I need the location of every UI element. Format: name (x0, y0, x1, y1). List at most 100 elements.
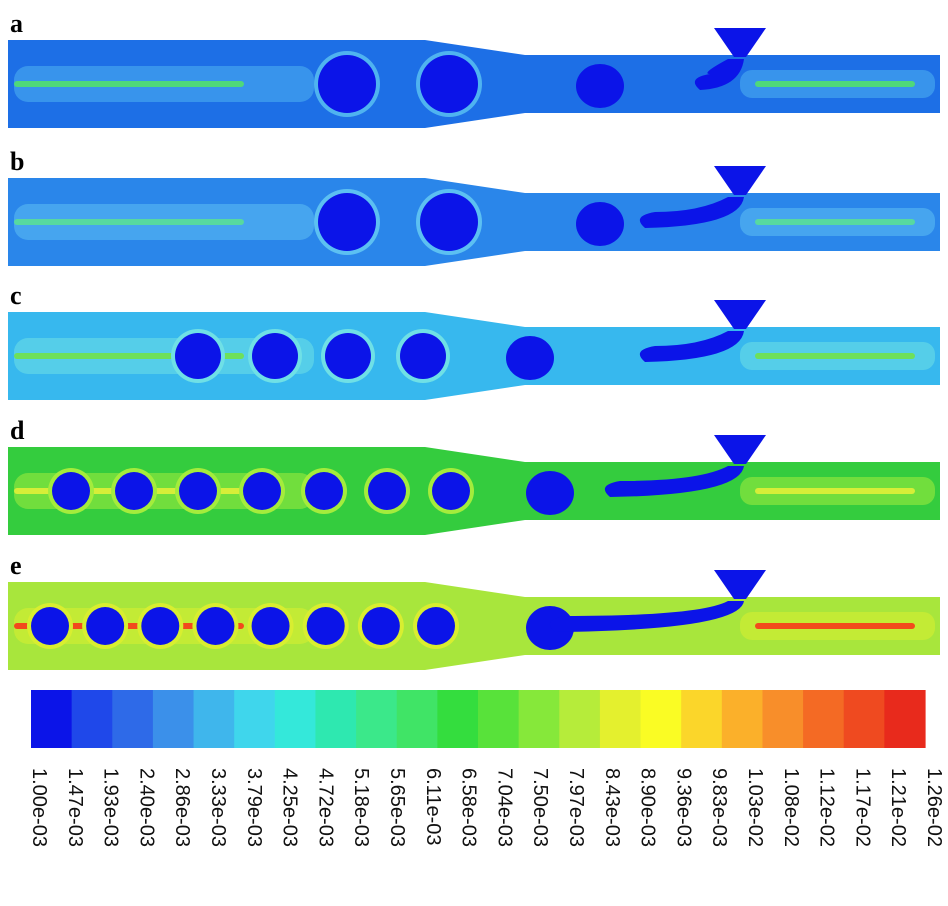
downstream-droplet-b (576, 202, 624, 246)
colorbar-label-2: 1.93e-03 (100, 768, 122, 847)
colorbar-label-22: 1.12e-02 (816, 768, 838, 847)
colorbar-label-17: 8.90e-03 (637, 768, 659, 847)
colorbar-label-9: 5.18e-03 (350, 768, 372, 847)
colorbar-swatch-0 (31, 690, 73, 748)
droplet-d-3 (243, 472, 281, 510)
droplet-e-5 (306, 607, 345, 645)
droplet-a-1 (420, 55, 478, 113)
colorbar-swatch-11 (478, 690, 520, 748)
colorbar-label-13: 7.04e-03 (493, 768, 515, 847)
droplet-c-0 (175, 333, 221, 379)
colorbar-swatch-15 (640, 690, 682, 748)
colorbar-swatch-7 (315, 690, 357, 748)
colorbar-label-21: 1.08e-02 (780, 768, 802, 847)
colorbar-swatch-20 (843, 690, 885, 748)
colorbar-swatch-4 (193, 690, 235, 748)
panel-b: b (8, 147, 940, 266)
colorbar-swatch-2 (112, 690, 154, 748)
droplet-c-2 (325, 333, 371, 379)
panel-label-d: d (10, 416, 25, 445)
droplet-d-5 (368, 472, 406, 510)
droplet-b-0 (318, 193, 376, 251)
droplet-c-1 (252, 333, 298, 379)
panel-label-a: a (10, 9, 23, 38)
colorbar-swatch-13 (559, 690, 601, 748)
colorbar-label-11: 6.11e-03 (422, 768, 444, 845)
colorbar-swatch-9 (396, 690, 438, 748)
colorbar-swatch-14 (599, 690, 642, 748)
colorbar-label-1: 1.47e-03 (64, 768, 86, 847)
downstream-droplet-d (526, 471, 574, 515)
colorbar-swatch-17 (721, 690, 764, 748)
side-inlet-e (714, 570, 766, 599)
panel-label-e: e (10, 551, 22, 580)
colorbar-labels: 1.00e-03 1.47e-03 1.93e-03 2.40e-03 2.86e-03… (28, 768, 945, 847)
colorbar-swatch-3 (152, 690, 195, 748)
droplet-e-2 (141, 607, 180, 645)
droplet-e-6 (361, 607, 400, 645)
liquid-thread-a (694, 59, 744, 90)
droplet-c-3 (400, 333, 446, 379)
colorbar-swatch-18 (762, 690, 804, 748)
droplet-e-4 (251, 607, 290, 645)
panel-e: e (8, 551, 940, 670)
panel-c: c (8, 281, 940, 400)
inlet-streak-a (14, 81, 244, 87)
colorbar (31, 690, 926, 748)
colorbar-label-14: 7.50e-03 (529, 768, 551, 847)
colorbar-label-19: 9.83e-03 (708, 768, 730, 847)
colorbar-swatch-12 (518, 690, 560, 748)
colorbar-label-3: 2.40e-03 (135, 768, 157, 847)
outlet-streak-a (755, 81, 915, 87)
outlet-streak-e (755, 623, 915, 629)
liquid-thread-d (604, 466, 744, 497)
side-inlet-d (714, 435, 766, 464)
liquid-thread-c (639, 331, 744, 362)
colorbar-label-8: 4.72e-03 (314, 768, 336, 847)
droplet-e-0 (31, 607, 69, 645)
panel-label-b: b (10, 147, 24, 176)
colorbar-label-15: 7.97e-03 (565, 768, 587, 847)
colorbar-label-20: 1.03e-02 (744, 768, 766, 847)
colorbar-label-5: 3.33e-03 (207, 768, 229, 847)
droplet-d-0 (52, 472, 90, 510)
panel-label-c: c (10, 281, 22, 310)
colorbar-swatch-21 (884, 690, 926, 748)
colorbar-label-16: 8.43e-03 (601, 768, 623, 847)
colorbar-label-0: 1.00e-03 (28, 768, 50, 847)
outlet-streak-b (755, 219, 915, 225)
liquid-thread-e (549, 601, 744, 632)
colorbar-label-25: 1.26e-02 (923, 768, 945, 847)
inlet-streak-b (14, 219, 244, 225)
droplet-d-6 (432, 472, 470, 510)
colorbar-swatch-5 (234, 690, 276, 748)
droplet-e-1 (86, 607, 125, 645)
liquid-thread-b (639, 197, 744, 228)
channel-e (8, 582, 940, 670)
colorbar-swatch-8 (356, 690, 398, 748)
channel-c (8, 312, 940, 400)
droplet-d-4 (305, 472, 343, 510)
droplet-e-3 (196, 607, 235, 645)
colorbar-label-6: 3.79e-03 (243, 768, 265, 847)
colorbar-label-12: 6.58e-03 (458, 768, 480, 847)
downstream-droplet-a (576, 64, 624, 108)
panels-group: a b c d e (8, 9, 940, 670)
colorbar-label-10: 5.65e-03 (386, 768, 408, 847)
droplet-e-7 (417, 607, 455, 645)
droplet-d-2 (179, 472, 217, 510)
panel-d: d (8, 416, 940, 535)
outlet-streak-c (755, 353, 915, 359)
colorbar-label-23: 1.17e-02 (851, 768, 873, 847)
colorbar-label-7: 4.25e-03 (279, 768, 301, 847)
colorbar-label-18: 9.36e-03 (672, 768, 694, 847)
colorbar-swatch-19 (803, 690, 845, 748)
colorbar-swatch-1 (71, 690, 113, 748)
colorbar-label-24: 1.21e-02 (887, 768, 909, 847)
droplet-a-0 (318, 55, 376, 113)
colorbar-swatch-6 (274, 690, 317, 748)
panel-a: a (8, 9, 940, 128)
downstream-droplet-c (506, 336, 554, 380)
side-inlet-c (714, 300, 766, 329)
droplet-d-1 (115, 472, 153, 510)
